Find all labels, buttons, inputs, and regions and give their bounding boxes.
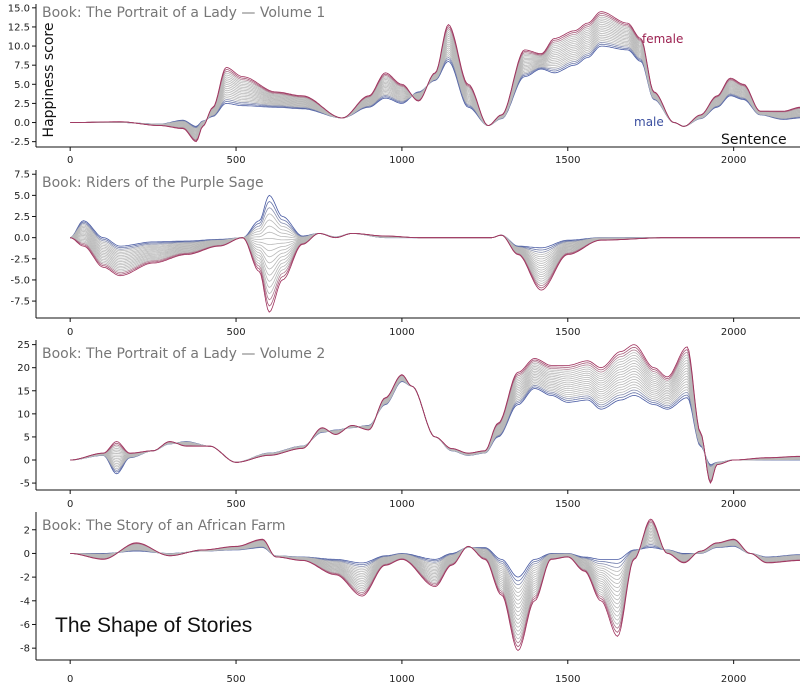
happiness-curve-20 — [70, 11, 800, 143]
x-tick-label: 1500 — [555, 155, 580, 166]
x-tick-label: 1000 — [389, 674, 414, 685]
happiness-curve-8 — [70, 229, 800, 264]
x-tick-label: 1000 — [389, 155, 414, 166]
y-tick-label: 5 — [24, 432, 30, 443]
y-tick-label: -8 — [20, 644, 30, 655]
y-tick-label: -5.0 — [10, 275, 30, 286]
y-tick-label: 25 — [17, 340, 30, 351]
panel-title: Book: The Story of an African Farm — [42, 518, 286, 534]
y-tick-label: -5 — [20, 479, 30, 490]
happiness-curve-1 — [70, 194, 800, 249]
y-tick-label: 2 — [24, 525, 30, 536]
x-tick-label: 2000 — [721, 155, 746, 166]
x-tick-label: 2000 — [721, 327, 746, 338]
figure-title: The Shape of Stories — [55, 614, 252, 637]
y-tick-label: 15.0 — [8, 3, 30, 14]
chart-panel-4: 0 500 1000 1500 2000 -8 -6 -4 -2 0 2 Book: The Stor… — [20, 512, 800, 685]
happiness-curve-6 — [70, 36, 800, 131]
panel-title: Book: The Portrait of a Lady — Volume 1 — [42, 5, 325, 21]
happiness-curve-14 — [70, 527, 800, 628]
y-tick-label: 15 — [17, 386, 30, 397]
happiness-curve-9 — [70, 535, 800, 609]
happiness-curve-4 — [70, 40, 800, 130]
y-tick-label: 20 — [17, 363, 30, 374]
y-tick-label: 5.0 — [14, 80, 30, 91]
happiness-curves — [70, 194, 800, 313]
legend-male-label: male — [634, 115, 664, 129]
happiness-curves — [70, 11, 800, 143]
y-tick-label: 0 — [24, 549, 30, 560]
y-tick-label: 12.5 — [8, 22, 30, 33]
panel-title: Book: The Portrait of a Lady — Volume 2 — [42, 346, 325, 362]
x-tick-label: 500 — [226, 499, 245, 510]
x-tick-label: 1000 — [389, 327, 414, 338]
y-tick-label: 7.5 — [14, 170, 30, 181]
y-tick-label: -2.5 — [10, 254, 30, 265]
y-tick-label: 10.0 — [8, 42, 30, 53]
happiness-curve-9 — [70, 31, 800, 134]
y-tick-label: 0.0 — [14, 233, 30, 244]
happiness-curve-9 — [70, 373, 800, 473]
happiness-curve-11 — [70, 532, 800, 617]
y-tick-label: -4 — [20, 596, 30, 607]
y-tick-label: -2.5 — [10, 137, 30, 148]
x-tick-label: 2000 — [721, 674, 746, 685]
y-tick-label: 0 — [24, 456, 30, 467]
y-tick-label: 10 — [17, 409, 30, 420]
happiness-curve-2 — [70, 43, 800, 128]
x-tick-label: 0 — [67, 499, 73, 510]
y-axis-label: Happiness score — [41, 23, 57, 138]
x-axis-label: Sentence — [721, 132, 787, 148]
chart-panel-2: 0 500 1000 1500 2000 -7.5 -5.0 -2.5 0.0 2.5 5.0 7.5… — [10, 170, 800, 338]
happiness-curve-13 — [70, 529, 800, 624]
y-tick-label: -7.5 — [10, 297, 30, 308]
happiness-curve-8 — [70, 32, 800, 133]
happiness-curves — [70, 344, 800, 484]
happiness-curve-10 — [70, 29, 800, 135]
happiness-curve-5 — [70, 38, 800, 131]
y-tick-label: -2 — [20, 573, 30, 584]
happiness-curve-3 — [70, 544, 800, 586]
y-tick-label: 7.5 — [14, 61, 30, 72]
x-tick-label: 1000 — [389, 499, 414, 510]
x-tick-label: 1500 — [555, 327, 580, 338]
happiness-curve-12 — [70, 530, 800, 621]
x-tick-label: 0 — [67, 674, 73, 685]
happiness-curve-8 — [70, 376, 800, 472]
happiness-curves — [70, 518, 800, 652]
x-tick-label: 500 — [226, 674, 245, 685]
happiness-curve-7 — [70, 378, 800, 471]
x-tick-label: 500 — [226, 155, 245, 166]
x-tick-label: 500 — [226, 327, 245, 338]
happiness-curve-11 — [70, 27, 800, 135]
happiness-curve-20 — [70, 232, 800, 313]
panel-title: Book: Riders of the Purple Sage — [42, 175, 264, 191]
y-tick-label: -6 — [20, 620, 30, 631]
happiness-curve-20 — [70, 518, 800, 652]
x-tick-label: 1500 — [555, 674, 580, 685]
x-tick-label: 1500 — [555, 499, 580, 510]
x-tick-label: 2000 — [721, 499, 746, 510]
legend-female-label: female — [642, 32, 683, 46]
happiness-curve-15 — [70, 232, 800, 282]
happiness-curve-7 — [70, 34, 800, 132]
x-tick-label: 0 — [67, 327, 73, 338]
chart-panel-3: 0 500 1000 1500 2000 -5 0 5 10 15 20 25 Book: The Po… — [17, 340, 800, 510]
happiness-curve-20 — [70, 344, 800, 484]
y-tick-label: 0.0 — [14, 118, 30, 129]
x-tick-label: 0 — [67, 155, 73, 166]
y-tick-label: 2.5 — [14, 99, 30, 110]
happiness-curve-3 — [70, 41, 800, 129]
chart-panel-1: 0 500 1000 1500 2000 -2.5 0.0 2.5 5.0 7.5 10.0 12.5… — [8, 3, 800, 166]
happiness-curve-1 — [70, 45, 800, 127]
happiness-curve-4 — [70, 542, 800, 590]
y-tick-label: 5.0 — [14, 191, 30, 202]
y-tick-label: 2.5 — [14, 212, 30, 223]
happiness-curve-10 — [70, 533, 800, 613]
